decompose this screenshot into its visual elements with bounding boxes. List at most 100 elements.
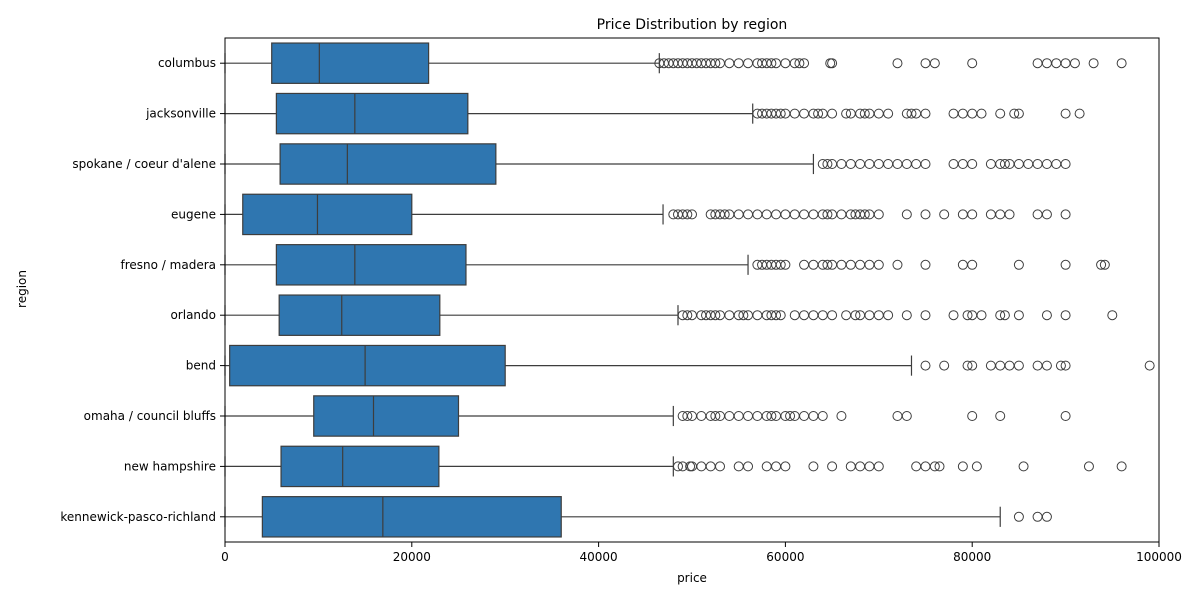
outlier-point — [1060, 159, 1071, 169]
outlier-point — [1051, 159, 1062, 169]
outlier-point — [775, 259, 786, 270]
outlier-point — [1055, 360, 1066, 371]
outlier-point — [785, 411, 796, 421]
outlier-point — [1013, 259, 1024, 270]
outlier-point — [771, 310, 782, 321]
outlier-point — [957, 159, 968, 169]
outlier-point — [794, 58, 805, 69]
outlier-point — [1060, 58, 1071, 69]
outlier-point — [873, 209, 884, 220]
outlier-point — [724, 310, 735, 321]
outlier-point — [682, 411, 693, 421]
outlier-point — [752, 310, 763, 321]
outlier-point — [934, 461, 945, 472]
iqr-box — [271, 42, 430, 84]
outlier-point — [738, 310, 749, 321]
outlier-point — [892, 159, 903, 169]
outlier-point — [845, 159, 856, 169]
outlier-point — [696, 461, 707, 472]
outlier-point — [864, 461, 875, 472]
outlier-point — [808, 310, 819, 321]
outlier-point — [789, 209, 800, 220]
y-tick-label: orlando — [170, 308, 216, 322]
y-tick-label: spokane / coeur d'alene — [72, 157, 216, 171]
outlier-point — [859, 108, 870, 119]
outlier-point — [1032, 159, 1043, 169]
outlier-point — [948, 310, 959, 321]
outlier-point — [710, 411, 721, 421]
outlier-point — [1074, 108, 1085, 119]
outlier-point — [1013, 511, 1024, 522]
outlier-point — [1116, 58, 1127, 69]
iqr-box — [261, 496, 562, 538]
outlier-point — [799, 209, 810, 220]
outlier-point — [859, 209, 870, 220]
outlier-point — [836, 159, 847, 169]
outlier-point — [1060, 411, 1071, 421]
outlier-point — [836, 259, 847, 270]
outlier-point — [976, 310, 987, 321]
y-tick-label: columbus — [158, 56, 216, 70]
box-fresno-madera — [224, 244, 1110, 286]
outlier-point — [995, 108, 1006, 119]
outlier-point — [771, 461, 782, 472]
x-tick-label: 20000 — [393, 550, 431, 564]
outlier-point — [1004, 360, 1015, 371]
outlier-point — [1051, 58, 1062, 69]
outlier-point — [873, 461, 884, 472]
outlier-point — [1083, 461, 1094, 472]
outlier-point — [1009, 108, 1020, 119]
outlier-point — [1041, 209, 1052, 220]
outlier-point — [775, 108, 786, 119]
chart-title: Price Distribution by region — [597, 17, 788, 33]
outlier-point — [967, 159, 978, 169]
outlier-point — [1018, 461, 1029, 472]
outlier-point — [1107, 310, 1118, 321]
outlier-point — [864, 259, 875, 270]
outlier-point — [780, 209, 791, 220]
outlier-point — [1013, 108, 1024, 119]
outlier-point — [957, 259, 968, 270]
outlier-point — [733, 58, 744, 69]
outlier-point — [995, 209, 1006, 220]
outlier-point — [813, 108, 824, 119]
outlier-point — [906, 108, 917, 119]
outlier-point — [892, 259, 903, 270]
outlier-point — [1032, 360, 1043, 371]
outlier-point — [799, 411, 810, 421]
outlier-point — [1096, 259, 1107, 270]
outlier-point — [827, 461, 838, 472]
outlier-point — [761, 461, 772, 472]
outlier-point — [985, 209, 996, 220]
outlier-point — [1041, 511, 1052, 522]
outlier-point — [724, 58, 735, 69]
outlier-point — [743, 58, 754, 69]
outlier-point — [920, 159, 931, 169]
outlier-point — [780, 58, 791, 69]
outlier-point — [733, 411, 744, 421]
outlier-point — [733, 209, 744, 220]
outlier-point — [836, 411, 847, 421]
outlier-point — [999, 310, 1010, 321]
outlier-point — [799, 310, 810, 321]
outlier-point — [920, 259, 931, 270]
iqr-box — [280, 445, 440, 488]
outlier-point — [883, 159, 894, 169]
x-tick-label: 40000 — [580, 550, 618, 564]
plot-frame — [224, 37, 1160, 543]
box-orlando — [224, 294, 1118, 336]
outlier-point — [957, 209, 968, 220]
outlier-point — [845, 461, 856, 472]
outlier-point — [799, 58, 810, 69]
outlier-point — [948, 108, 959, 119]
x-tick-label: 0 — [221, 550, 229, 564]
outlier-point — [1013, 159, 1024, 169]
outlier-point — [901, 209, 912, 220]
outlier-point — [827, 108, 838, 119]
outlier-point — [808, 411, 819, 421]
outlier-point — [836, 209, 847, 220]
outlier-point — [743, 461, 754, 472]
outlier-point — [733, 461, 744, 472]
outlier-point — [682, 209, 693, 220]
outlier-point — [1060, 209, 1071, 220]
